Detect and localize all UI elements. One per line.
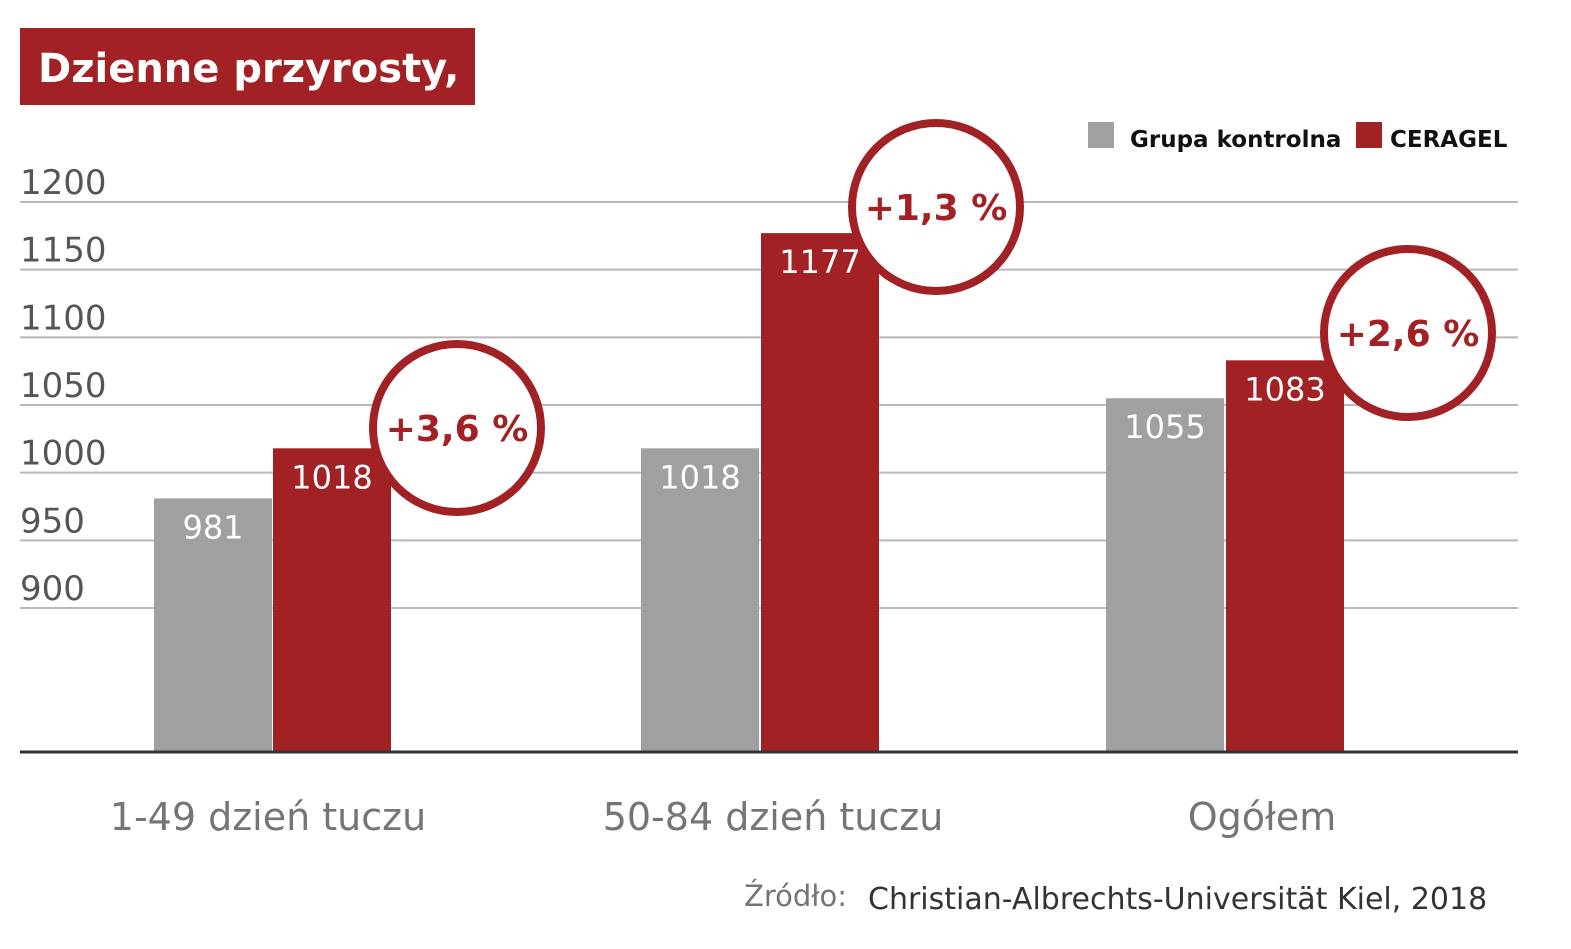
y-tick-label: 1100	[20, 298, 107, 338]
percent-badge	[848, 119, 1024, 295]
bar-control	[641, 448, 759, 752]
legend-swatch-control	[1088, 122, 1114, 148]
bar-ceragel	[273, 448, 391, 752]
legend-label-control: Grupa kontrolna	[1130, 127, 1341, 153]
legend: Grupa kontrolna CERAGEL	[1088, 122, 1508, 153]
value-labels: 981 1018 1018 1177 1055 1083	[182, 243, 1325, 546]
percent-badge-label: +2,6 %	[1337, 314, 1480, 355]
data-label-control: 1018	[659, 458, 740, 496]
source-text: Christian-Albrechts-Universität Kiel, 20…	[868, 882, 1487, 917]
bar-ceragel	[761, 233, 879, 753]
x-category-label: 1-49 dzień tuczu	[110, 795, 426, 839]
chart-title-box	[20, 28, 475, 105]
percent-badge	[1320, 245, 1496, 421]
y-tick-label: 900	[20, 569, 85, 609]
data-label-control: 981	[182, 508, 243, 546]
bar-control	[1106, 398, 1224, 752]
chart-title-group: Dzienne przyrosty, g	[20, 28, 502, 105]
data-label-ceragel: 1018	[291, 458, 372, 496]
bars	[154, 233, 1344, 753]
y-tick-label: 950	[20, 501, 85, 541]
percent-badge-label: +1,3 %	[865, 188, 1008, 229]
data-label-ceragel: 1083	[1244, 370, 1325, 408]
percent-badge-label: +3,6 %	[386, 409, 529, 450]
legend-label-ceragel: CERAGEL	[1390, 127, 1508, 153]
y-tick-label: 1150	[20, 231, 107, 271]
y-tick-label: 1200	[20, 163, 107, 203]
bar-control	[154, 498, 272, 752]
percent-badge	[369, 340, 545, 516]
legend-swatch-ceragel	[1356, 122, 1382, 148]
chart-title: Dzienne przyrosty, g	[38, 46, 502, 92]
x-category-label: 50-84 dzień tuczu	[603, 795, 944, 839]
y-tick-label: 1050	[20, 366, 107, 406]
y-tick-label: 1000	[20, 434, 107, 474]
badges: +3,6 % +1,3 % +2,6 %	[369, 119, 1496, 516]
x-category-label: Ogółem	[1188, 795, 1336, 839]
source-note: Źródło: Christian-Albrechts-Universität …	[744, 879, 1487, 917]
y-axis-tick-labels: 900 950 1000 1050 1100 1150 1200	[20, 163, 107, 609]
data-label-ceragel: 1177	[779, 243, 860, 281]
bar-ceragel	[1226, 360, 1344, 752]
data-label-control: 1055	[1124, 408, 1205, 446]
x-axis-category-labels: 1-49 dzień tuczu 50-84 dzień tuczu Ogółem	[110, 795, 1336, 839]
source-label: Źródło:	[744, 879, 847, 913]
